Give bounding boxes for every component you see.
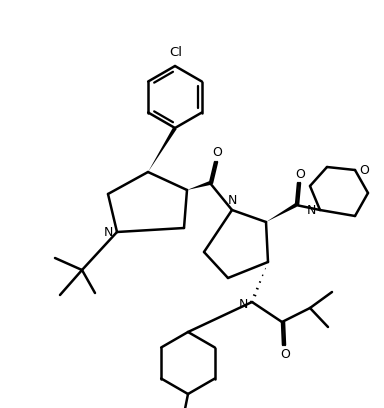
Text: N: N [103,226,113,239]
Text: O: O [212,146,222,160]
Text: O: O [295,168,305,180]
Text: O: O [280,348,290,361]
Polygon shape [187,181,210,190]
Polygon shape [266,203,297,222]
Text: O: O [359,164,369,177]
Text: N: N [306,204,316,217]
Polygon shape [148,127,177,172]
Text: N: N [227,195,237,208]
Text: N: N [238,299,248,311]
Text: Cl: Cl [169,47,182,60]
